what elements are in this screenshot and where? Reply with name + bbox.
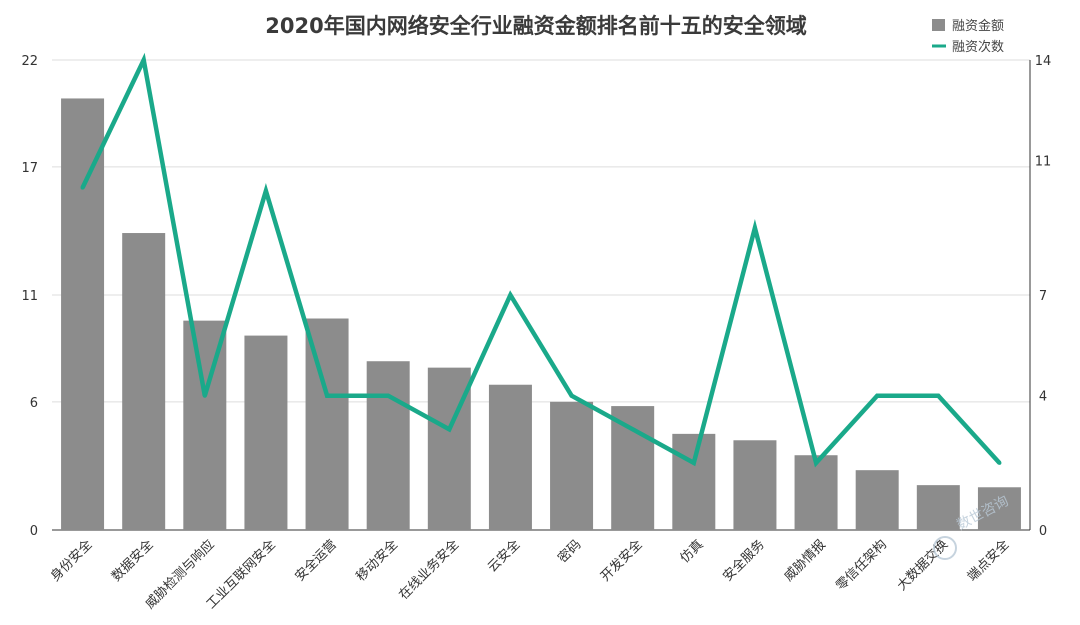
line-point (691, 460, 696, 465)
right-tick-label: 0 (1039, 524, 1047, 539)
right-tick-label: 11 (1035, 155, 1052, 170)
line-point (569, 393, 574, 398)
x-tick-label: 密码 (555, 537, 585, 567)
x-tick-label: 数据安全 (108, 537, 156, 585)
x-tick-label: 仿真 (678, 537, 707, 566)
left-tick-label: 17 (21, 161, 38, 176)
x-tick-label: 安全服务 (720, 537, 768, 585)
line-point (263, 188, 268, 193)
line-point (936, 393, 941, 398)
line-series (80, 52, 1002, 468)
bar (488, 384, 532, 530)
bar (916, 485, 960, 530)
chart-title: 2020年国内网络安全行业融资金额排名前十五的安全领域 (265, 14, 806, 38)
x-tick-label: 开发安全 (597, 537, 645, 585)
bar (550, 401, 594, 530)
legend-line-label: 融资次数 (952, 39, 1004, 55)
x-tick-label: 在线业务安全 (396, 537, 462, 603)
bar (611, 406, 655, 530)
x-tick-label: 大数据交换 (894, 537, 951, 594)
line-point (386, 393, 391, 398)
bar (977, 487, 1021, 530)
bar (855, 470, 899, 530)
left-y-axis: 0 6 11 17 22 (21, 54, 38, 539)
line-point (508, 293, 513, 297)
line-point (997, 460, 1002, 465)
bar (61, 98, 105, 531)
line-point (325, 393, 330, 398)
bar (122, 233, 166, 530)
x-axis-labels: 身份安全 数据安全威胁检测与响应工业互联网安全 安全运营 移动安全在线业务安全 云安全密… (47, 537, 1012, 613)
x-tick-label: 零信任架构 (833, 537, 890, 594)
x-tick-label: 移动安全 (353, 537, 401, 585)
bar (794, 455, 838, 530)
line-point (752, 225, 757, 230)
x-tick-label: 身份安全 (47, 537, 95, 585)
line-point (80, 185, 85, 190)
left-tick-label: 0 (30, 524, 38, 539)
bar (366, 361, 410, 530)
line-point (141, 58, 146, 62)
globe-logo-icon (933, 536, 957, 560)
right-y-axis: 0 4 7 11 14 (1029, 54, 1052, 539)
line-point (630, 427, 635, 432)
x-tick-label: 端点安全 (964, 537, 1012, 585)
bar (733, 440, 777, 530)
line-point (447, 427, 452, 432)
line-point (814, 460, 819, 465)
line-point (202, 393, 207, 398)
bar-series (61, 98, 1021, 531)
legend: 融资金额 融资次数 (932, 18, 1004, 55)
bar (672, 433, 716, 530)
legend-bar-swatch (932, 19, 945, 31)
bar (183, 320, 227, 530)
x-tick-label: 威胁情报 (782, 537, 829, 584)
x-tick-label: 云安全 (484, 537, 523, 576)
left-tick-label: 6 (30, 396, 38, 411)
line-point (875, 393, 880, 398)
left-tick-label: 22 (21, 54, 38, 69)
series-line (80, 52, 1002, 468)
right-tick-label: 14 (1035, 54, 1052, 69)
right-tick-label: 4 (1039, 390, 1047, 405)
x-tick-label: 安全运营 (292, 537, 340, 585)
left-tick-label: 11 (21, 289, 38, 304)
right-tick-label: 7 (1039, 289, 1047, 304)
legend-bar-label: 融资金额 (952, 18, 1004, 34)
bar (244, 335, 288, 530)
